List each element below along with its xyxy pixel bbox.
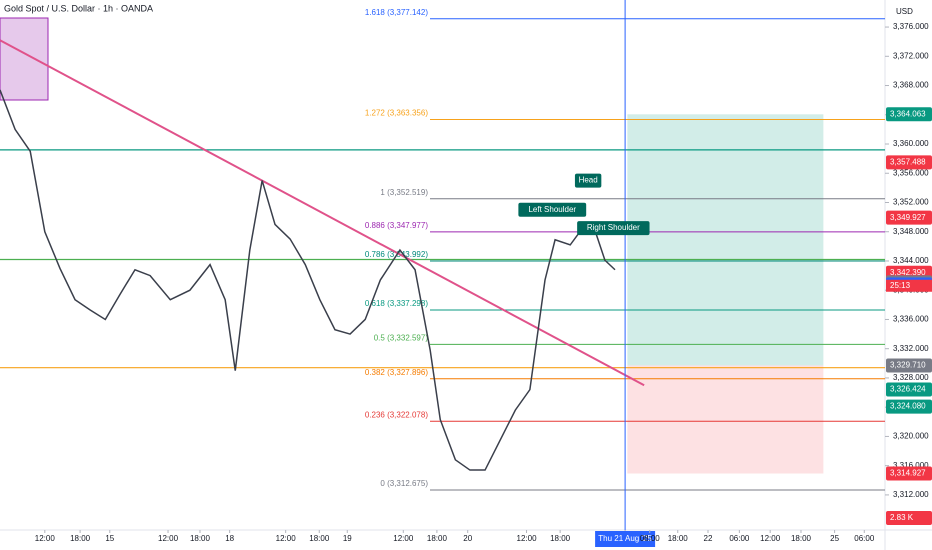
annotation-box — [577, 221, 650, 236]
y-tick-label: 3,332.000 — [893, 344, 929, 353]
y-tick-label: 3,312.000 — [893, 490, 929, 499]
x-tick-label: 18:00 — [70, 534, 91, 543]
y-tick-label: 3,352.000 — [893, 198, 929, 207]
y-tick-label: 3,376.000 — [893, 22, 929, 31]
x-tick-label: 18:00 — [791, 534, 812, 543]
chart-title: Gold Spot / U.S. Dollar · 1h · OANDA — [4, 3, 153, 13]
x-tick-label: 06:00 — [729, 534, 750, 543]
y-tick-label: 3,368.000 — [893, 81, 929, 90]
price-tag: 3,349.927 — [886, 210, 932, 225]
price-tag-label: 3,329.710 — [890, 361, 926, 370]
currency-label: USD — [896, 7, 913, 16]
x-tick-label: 15 — [105, 534, 114, 543]
price-tag-box — [886, 399, 932, 414]
price-tag: 3,329.710 — [886, 358, 932, 373]
position-loss — [627, 365, 824, 474]
x-tick-label: 19 — [343, 534, 352, 543]
price-tag: 3,314.927 — [886, 466, 932, 481]
y-tick-label: 3,356.000 — [893, 168, 929, 177]
y-tick-label: 3,320.000 — [893, 432, 929, 441]
countdown-box — [886, 279, 932, 292]
y-tick-label: 3,348.000 — [893, 227, 929, 236]
price-tag: 3,324.080 — [886, 399, 932, 414]
position-profit — [627, 114, 824, 366]
fib-label: 0.382 (3,327.896) — [365, 368, 428, 377]
y-tick-label: 3,360.000 — [893, 139, 929, 148]
y-tick-label: 3,328.000 — [893, 373, 929, 382]
x-tick-label: 18:00 — [668, 534, 689, 543]
x-tick-label: 25 — [830, 534, 839, 543]
x-tick-label: 08:00 — [640, 534, 661, 543]
annotation-label: Left Shoulder — [528, 205, 576, 214]
volume-tag-box — [886, 511, 932, 525]
x-tick-label: 18 — [225, 534, 234, 543]
y-tick-label: 3,316.000 — [893, 461, 929, 470]
x-tick-label: Thu 21 Aug '25 — [598, 534, 652, 543]
x-tick-label: 20 — [463, 534, 472, 543]
price-tag-box — [886, 107, 932, 122]
price-tag-box — [886, 358, 932, 373]
x-tick-label: 18:00 — [550, 534, 571, 543]
fib-label: 1.618 (3,377.142) — [365, 8, 428, 17]
price-line — [0, 89, 616, 471]
price-tag-label: 3,314.927 — [890, 469, 926, 478]
x-tick-label: 06:00 — [854, 534, 875, 543]
price-tag-label: 3,357.488 — [890, 157, 926, 166]
y-tick-label: 3,344.000 — [893, 256, 929, 265]
x-tick-label: 18:00 — [309, 534, 330, 543]
fib-label: 0.618 (3,337.298) — [365, 299, 428, 308]
annotation-label: Right Shoulder — [587, 223, 640, 232]
annotation-label: Head — [579, 176, 598, 185]
price-tag-box — [886, 210, 932, 225]
price-tag-label: 3,342.390 — [890, 268, 926, 277]
annotation-box — [574, 173, 602, 188]
x-tick-label: 18:00 — [427, 534, 448, 543]
countdown: 25:13 — [890, 281, 911, 290]
x-tick-label: 22 — [704, 534, 713, 543]
fib-label: 0.236 (3,322.078) — [365, 410, 428, 419]
fib-label: 1 (3,352.519) — [380, 188, 428, 197]
price-tag-label: 3,364.063 — [890, 109, 926, 118]
fib-label: 0 (3,312.675) — [380, 479, 428, 488]
x-tick-label: 12:00 — [393, 534, 414, 543]
price-tag: 3,364.063 — [886, 107, 932, 122]
price-tag-label: 3,349.927 — [890, 213, 926, 222]
x-tick-label: 12:00 — [517, 534, 538, 543]
price-tag: 3,357.488 — [886, 155, 932, 170]
fib-label: 0.5 (3,332.597) — [374, 333, 429, 342]
price-tag: 3,326.424 — [886, 382, 932, 397]
x-tick-label: 12:00 — [158, 534, 179, 543]
volume-tag: 2.83 K — [890, 513, 914, 522]
x-tick-label: 12:00 — [35, 534, 56, 543]
y-tick-label: 3,372.000 — [893, 51, 929, 60]
trendline — [0, 39, 645, 387]
annotation-box — [518, 202, 587, 217]
price-tag-label: 3,324.080 — [890, 402, 926, 411]
x-tick-label: 12:00 — [276, 534, 297, 543]
x-tick-label: 12:00 — [760, 534, 781, 543]
drawing-box — [0, 17, 49, 101]
price-tag-label: 3,326.424 — [890, 385, 926, 394]
price-tag-box — [886, 382, 932, 397]
y-tick-label: 3,336.000 — [893, 315, 929, 324]
price-tag-box — [886, 155, 932, 170]
x-tick-label: 18:00 — [190, 534, 211, 543]
fib-label: 0.886 (3,347.977) — [365, 221, 428, 230]
price-tag-box — [886, 466, 932, 481]
date-box — [595, 531, 656, 547]
fib-label: 1.272 (3,363.356) — [365, 109, 428, 118]
